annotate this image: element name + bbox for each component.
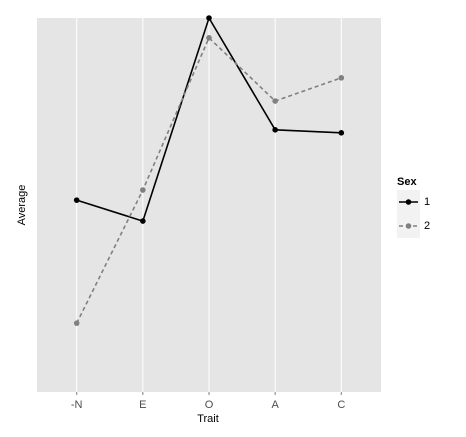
x-tick-label: -N: [71, 399, 83, 411]
legend-key-point: [405, 199, 412, 205]
point: [338, 75, 345, 81]
point: [272, 127, 278, 133]
x-tick-label: E: [139, 399, 146, 411]
legend-key-point: [405, 223, 412, 229]
point: [338, 130, 345, 136]
x-axis-label: Trait: [197, 413, 219, 425]
point: [140, 218, 146, 224]
point: [73, 197, 80, 203]
point: [206, 35, 212, 41]
legend-title: Sex: [397, 176, 417, 188]
x-tick-label: O: [205, 399, 214, 411]
legend-label: 2: [424, 220, 430, 232]
series-line: [75, 36, 342, 324]
point: [73, 320, 80, 326]
point: [206, 15, 212, 21]
x-tick-label: A: [271, 399, 279, 411]
x-tick-label: C: [337, 399, 345, 411]
y-axis-label: Average: [16, 185, 28, 226]
point: [140, 187, 146, 193]
point: [272, 98, 278, 104]
legend-label: 1: [424, 196, 430, 208]
